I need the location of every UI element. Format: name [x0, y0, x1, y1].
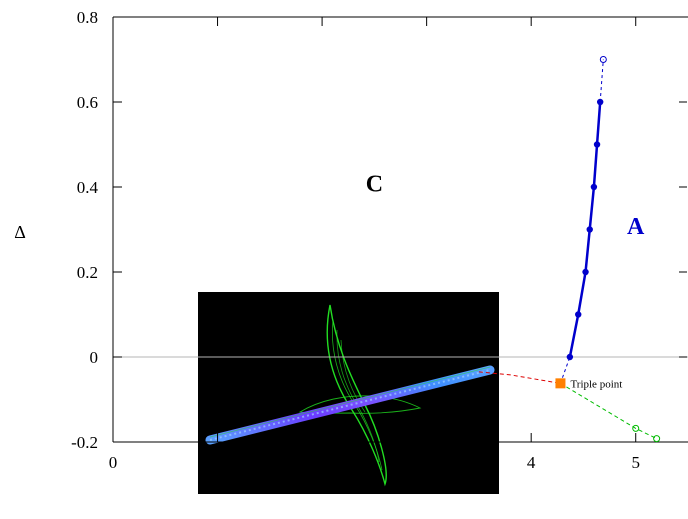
x-tick-label: 4 [527, 453, 536, 472]
data-point-A [593, 141, 601, 148]
data-point-A [582, 268, 589, 276]
series-line-A-upper [599, 59, 604, 103]
data-point-B-open [632, 424, 640, 432]
inset-background [198, 292, 499, 494]
data-point-B-open [653, 435, 661, 443]
triple-point-marker [555, 378, 566, 389]
data-point-A-open [599, 56, 607, 63]
y-tick-label: 0.4 [77, 178, 99, 197]
y-tick-label: 0.8 [77, 8, 98, 27]
inset-visualization [198, 292, 499, 494]
data-point-A [586, 226, 593, 233]
series-line-A-boundary [568, 101, 602, 358]
series-line-B-boundary [560, 382, 657, 440]
x-tick-label: 3 [422, 453, 431, 472]
x-tick-label: 0 [109, 453, 118, 472]
y-tick-label: 0.6 [77, 93, 98, 112]
y-tick-label: -0.2 [71, 433, 98, 452]
y-axis-label: Δ [14, 222, 26, 242]
region-label-A: A [627, 214, 645, 240]
y-tick-label: 0.2 [77, 263, 98, 282]
series-line-C-boundary [478, 371, 561, 384]
x-tick-label: 5 [631, 453, 640, 472]
series-line-A-lower [559, 356, 571, 384]
y-tick-label: 0 [90, 348, 99, 367]
region-label-C: C [366, 171, 383, 197]
inset-rod [205, 365, 495, 445]
x-tick-label: 2 [318, 453, 327, 472]
x-tick-label: 1 [213, 453, 222, 472]
data-point-A [566, 353, 574, 361]
inset-fin [298, 304, 422, 487]
data-point-A [575, 311, 582, 318]
triple-point-label: Triple point [570, 378, 622, 390]
data-point-A [590, 183, 598, 191]
